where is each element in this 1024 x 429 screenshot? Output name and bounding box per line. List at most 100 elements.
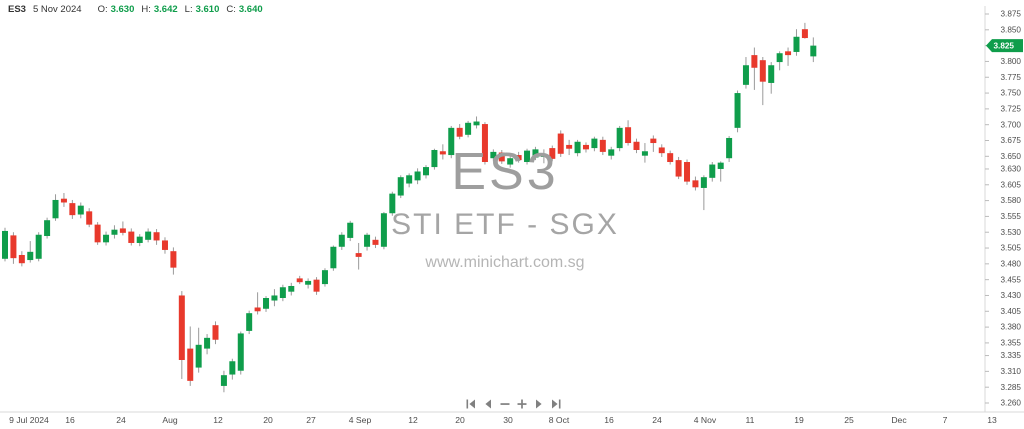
candle[interactable]: 18 Oct O:3.696 H:3.707 L:3.667 C:3.671	[625, 127, 632, 144]
candle[interactable]: 12 Aug O:3.383 H:3.389 L:3.353 C:3.360	[212, 325, 219, 340]
candle[interactable]: 13 Aug O:3.287 H:3.311 L:3.277 C:3.304	[220, 375, 227, 386]
candle[interactable]: 5 Aug O:3.430 H:3.437 L:3.298 C:3.328	[178, 295, 185, 360]
candle[interactable]: 23 Oct O:3.678 H:3.683 L:3.657 C:3.671	[650, 138, 657, 144]
candle[interactable]: 27 Aug O:3.447 H:3.457 L:3.441 C:3.453	[305, 280, 312, 285]
candle[interactable]: 6 Sep O:3.518 H:3.523 L:3.505 C:3.510	[372, 239, 379, 245]
candle[interactable]: 7 Aug O:3.316 H:3.379 L:3.308 C:3.352	[195, 344, 202, 368]
candle[interactable]: 1 Oct O:3.652 H:3.657 L:3.640 C:3.644	[515, 155, 522, 161]
candle[interactable]: 17 Sep O:3.633 H:3.662 L:3.629 C:3.660	[431, 149, 438, 168]
candle[interactable]: 4 Oct O:3.649 H:3.661 L:3.639 C:3.653	[540, 154, 547, 157]
candle[interactable]: 29 Oct O:3.641 H:3.645 L:3.605 C:3.610	[684, 162, 691, 182]
candle[interactable]: 3 Oct O:3.648 H:3.665 L:3.644 C:3.661	[532, 149, 539, 158]
candle[interactable]: 26 Jul O:3.531 H:3.536 L:3.509 C:3.513	[128, 231, 135, 243]
candle[interactable]: 2 Sep O:3.507 H:3.530 L:3.502 C:3.526	[338, 234, 345, 247]
candle[interactable]: 30 Jul O:3.518 H:3.536 L:3.514 C:3.531	[145, 231, 152, 240]
candle[interactable]: 25 Oct O:3.655 H:3.659 L:3.637 C:3.641	[667, 153, 674, 163]
candle[interactable]: 22 Aug O:3.426 H:3.447 L:3.421 C:3.443	[279, 287, 286, 299]
candle[interactable]: 4 Nov O:3.616 H:3.641 L:3.610 C:3.637	[709, 164, 716, 178]
candle[interactable]: 15 Oct O:3.676 H:3.681 L:3.652 C:3.657	[599, 139, 606, 152]
candle[interactable]: 31 Jul O:3.530 H:3.535 L:3.510 C:3.517	[153, 232, 160, 241]
candle[interactable]: 5 Nov O:3.630 H:3.642 L:3.610 C:3.640	[717, 162, 724, 169]
candle[interactable]: 15 Aug O:3.311 H:3.373 L:3.305 C:3.370	[237, 333, 244, 371]
candle[interactable]: 20 Nov O:3.808 H:3.838 L:3.799 C:3.825	[810, 45, 817, 57]
candle[interactable]: 4 Sep O:3.497 H:3.513 L:3.471 C:3.491	[355, 253, 362, 257]
skip-end-button[interactable]	[550, 398, 562, 410]
candle[interactable]: 12 Nov O:3.802 H:3.807 L:3.731 C:3.768	[759, 60, 766, 82]
candle[interactable]: 1 Aug O:3.517 H:3.522 L:3.496 C:3.502	[161, 240, 168, 250]
zoom-out-button[interactable]	[499, 398, 511, 410]
candle[interactable]: 24 Jul O:3.526 H:3.541 L:3.520 C:3.534	[111, 229, 118, 235]
candle[interactable]: 3 Sep O:3.521 H:3.548 L:3.516 C:3.545	[347, 222, 354, 238]
candle[interactable]: 22 Jul O:3.542 H:3.546 L:3.510 C:3.514	[94, 224, 101, 243]
candle[interactable]: 14 Aug O:3.305 H:3.330 L:3.297 C:3.326	[229, 361, 236, 375]
candle[interactable]: 11 Sep O:3.588 H:3.620 L:3.584 C:3.617	[397, 177, 404, 196]
candle[interactable]: 13 Nov O:3.766 H:3.799 L:3.749 C:3.794	[768, 65, 775, 83]
candle[interactable]: 6 Nov O:3.647 H:3.682 L:3.641 C:3.679	[726, 137, 733, 159]
candle[interactable]: 18 Nov O:3.815 H:3.851 L:3.809 C:3.839	[793, 36, 800, 52]
candle[interactable]: 24 Oct O:3.664 H:3.669 L:3.649 C:3.655	[658, 147, 665, 154]
zoom-in-button[interactable]	[516, 398, 528, 410]
candle[interactable]: 21 Oct O:3.673 H:3.678 L:3.655 C:3.660	[633, 141, 640, 150]
candle[interactable]: 22 Oct O:3.651 H:3.671 L:3.640 C:3.658	[641, 151, 648, 156]
candle[interactable]: 12 Jul O:3.524 H:3.553 L:3.520 C:3.549	[44, 220, 51, 237]
candle[interactable]: 19 Sep O:3.652 H:3.698 L:3.647 C:3.695	[448, 127, 455, 156]
candle[interactable]: 30 Oct O:3.612 H:3.618 L:3.596 C:3.601	[692, 180, 699, 188]
candle[interactable]: 30 Aug O:3.473 H:3.509 L:3.469 C:3.507	[330, 246, 337, 269]
candle[interactable]: 29 Jul O:3.513 H:3.527 L:3.508 C:3.523	[136, 236, 143, 243]
candle[interactable]: 21 Aug O:3.422 H:3.440 L:3.413 C:3.430	[271, 295, 278, 301]
candle[interactable]: 14 Oct O:3.663 H:3.681 L:3.658 C:3.678	[591, 138, 598, 149]
candle[interactable]: 8 Jul O:3.525 H:3.530 L:3.480 C:3.489	[10, 235, 17, 259]
candle[interactable]: 9 Jul O:3.494 H:3.500 L:3.476 C:3.481	[18, 254, 25, 264]
candle[interactable]: 23 Jul O:3.514 H:3.531 L:3.509 C:3.526	[103, 234, 110, 243]
candle[interactable]: 14 Nov O:3.799 H:3.816 L:3.786 C:3.813	[776, 53, 783, 63]
candle[interactable]: 7 Nov O:3.695 H:3.754 L:3.688 C:3.750	[734, 93, 741, 128]
candle[interactable]: 19 Aug O:3.411 H:3.435 L:3.400 C:3.405	[254, 307, 261, 312]
step-forward-button[interactable]	[533, 398, 545, 410]
candle[interactable]: 11 Jul O:3.488 H:3.530 L:3.484 C:3.526	[35, 234, 42, 259]
candle[interactable]: 17 Jul O:3.576 H:3.581 L:3.551 C:3.557	[69, 203, 76, 216]
candle[interactable]: 15 Nov O:3.816 H:3.822 L:3.793 C:3.810	[785, 51, 792, 56]
candle[interactable]: 23 Sep O:3.684 H:3.706 L:3.680 C:3.703	[465, 122, 472, 135]
candle[interactable]: 10 Oct O:3.655 H:3.676 L:3.650 C:3.673	[574, 141, 581, 154]
skip-start-button[interactable]	[465, 398, 477, 410]
candle[interactable]: 10 Sep O:3.560 H:3.594 L:3.556 C:3.591	[389, 193, 396, 214]
candle[interactable]: 1 Nov O:3.600 H:3.620 L:3.565 C:3.617	[700, 177, 707, 188]
candle[interactable]: 29 Aug O:3.448 H:3.473 L:3.444 C:3.470	[321, 270, 328, 285]
candle[interactable]: 8 Oct O:3.686 H:3.691 L:3.649 C:3.654	[557, 133, 564, 154]
candle[interactable]: 26 Aug O:3.457 H:3.461 L:3.448 C:3.451	[296, 278, 303, 283]
candle[interactable]: 30 Sep O:3.637 H:3.650 L:3.632 C:3.647	[507, 158, 514, 165]
candle[interactable]: 23 Aug O:3.436 H:3.450 L:3.430 C:3.445	[288, 285, 295, 292]
candle[interactable]: 19 Nov O:3.851 H:3.861 L:3.836 C:3.837	[801, 29, 808, 39]
candle[interactable]: 9 Sep O:3.507 H:3.562 L:3.503 C:3.560	[380, 213, 387, 247]
candle[interactable]: 5 Sep O:3.507 H:3.529 L:3.501 C:3.526	[364, 234, 371, 247]
candle[interactable]: 27 Sep O:3.656 H:3.660 L:3.638 C:3.642	[498, 152, 505, 162]
candle[interactable]: 24 Sep O:3.699 H:3.713 L:3.694 C:3.705	[473, 121, 480, 126]
candle[interactable]: 11 Nov O:3.810 H:3.822 L:3.755 C:3.790	[751, 55, 758, 68]
candle[interactable]: 17 Oct O:3.663 H:3.698 L:3.658 C:3.695	[616, 127, 623, 149]
candle[interactable]: 28 Aug O:3.455 H:3.459 L:3.431 C:3.436	[313, 279, 320, 292]
candle[interactable]: 12 Sep O:3.607 H:3.623 L:3.601 C:3.620	[406, 175, 413, 184]
candle[interactable]: 8 Aug O:3.346 H:3.369 L:3.337 C:3.363	[204, 337, 211, 349]
candle[interactable]: 16 Sep O:3.620 H:3.636 L:3.615 C:3.633	[423, 167, 429, 176]
candle[interactable]: 9 Oct O:3.668 H:3.676 L:3.652 C:3.662	[566, 144, 573, 149]
candle[interactable]: 5 Jul O:3.488 H:3.537 L:3.484 C:3.532	[2, 230, 8, 259]
candle[interactable]: 28 Oct O:3.644 H:3.649 L:3.614 C:3.618	[675, 160, 682, 177]
candle[interactable]: 10 Jul O:3.486 H:3.516 L:3.482 C:3.499	[27, 251, 34, 261]
candle[interactable]: 25 Jul O:3.536 H:3.547 L:3.525 C:3.529	[119, 228, 126, 233]
candle[interactable]: 8 Nov O:3.763 H:3.807 L:3.757 C:3.794	[742, 65, 749, 85]
step-back-button[interactable]	[482, 398, 494, 410]
candle[interactable]: 20 Sep O:3.695 H:3.701 L:3.677 C:3.681	[456, 127, 463, 137]
candle[interactable]: 15 Jul O:3.552 H:3.590 L:3.548 C:3.581	[52, 199, 59, 219]
candle[interactable]: 18 Jul O:3.558 H:3.577 L:3.552 C:3.572	[77, 205, 84, 215]
candle[interactable]: 7 Oct O:3.663 H:3.667 L:3.642 C:3.646	[549, 148, 556, 159]
candle[interactable]: 16 Jul O:3.583 H:3.592 L:3.570 C:3.577	[60, 198, 67, 203]
candle[interactable]: 25 Sep O:3.701 H:3.704 L:3.637 C:3.641	[481, 124, 488, 163]
candle[interactable]: 16 Aug O:3.374 H:3.406 L:3.369 C:3.402	[246, 313, 253, 331]
candle[interactable]: 6 Aug O:3.346 H:3.381 L:3.287 C:3.295	[187, 348, 194, 381]
candle[interactable]: 2 Aug O:3.500 H:3.506 L:3.463 C:3.474	[170, 251, 177, 268]
candle[interactable]: 19 Jul O:3.563 H:3.568 L:3.538 C:3.542	[86, 211, 93, 225]
candle[interactable]: 2 Oct O:3.641 H:3.662 L:3.637 C:3.659	[524, 150, 531, 163]
candle[interactable]: 16 Oct O:3.651 H:3.665 L:3.645 C:3.661	[608, 149, 615, 156]
candle[interactable]: 26 Sep O:3.647 H:3.661 L:3.642 C:3.657	[490, 151, 497, 159]
candle[interactable]: 11 Oct O:3.668 H:3.672 L:3.656 C:3.661	[582, 144, 589, 150]
